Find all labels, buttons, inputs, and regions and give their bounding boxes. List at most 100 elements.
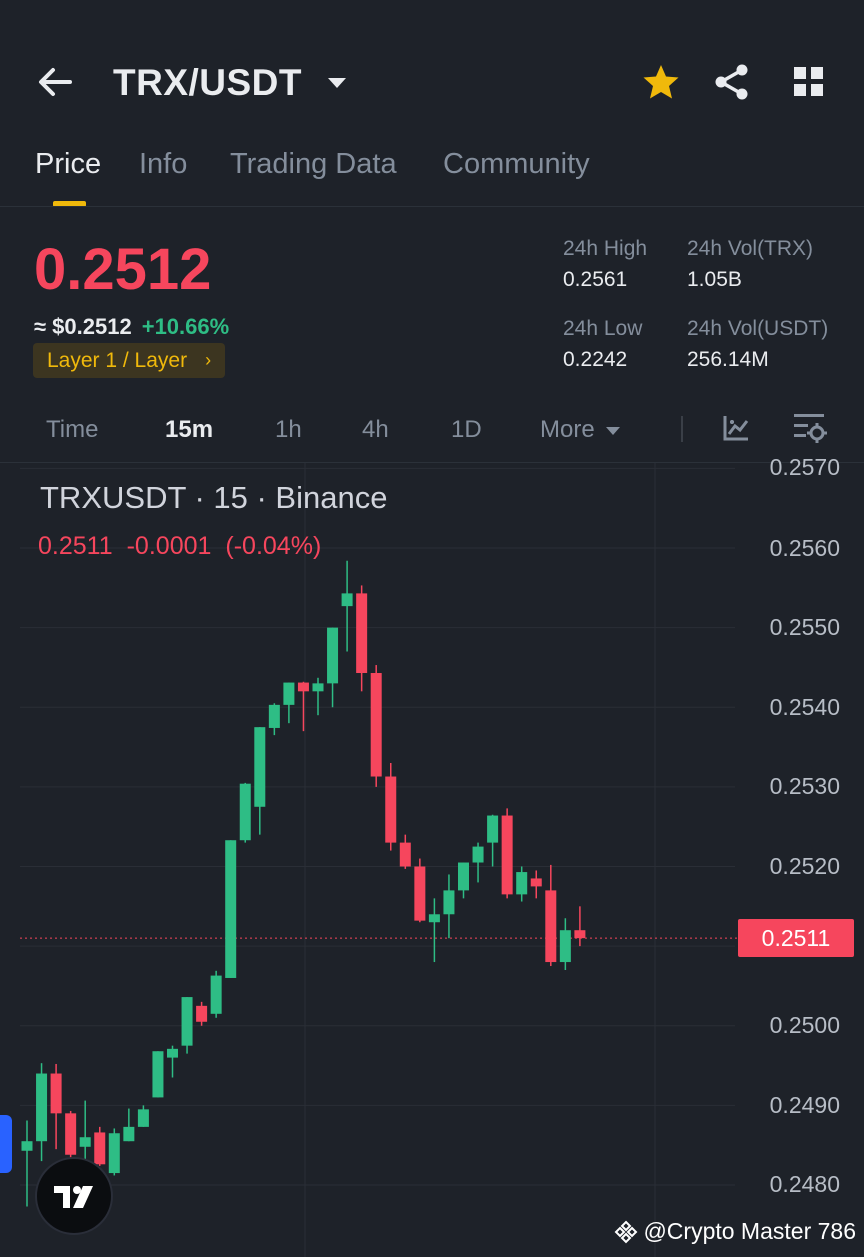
high-value: 0.2561 (563, 268, 628, 291)
y-tick-label: 0.2540 (769, 694, 840, 720)
candle-body (167, 1048, 178, 1058)
grid-menu-icon[interactable] (789, 62, 829, 102)
header-bar: TRX/USDT (0, 0, 864, 140)
tradingview-logo[interactable] (35, 1157, 113, 1235)
candle-body (21, 1141, 33, 1151)
share-icon[interactable] (712, 62, 752, 102)
candle-body (428, 914, 440, 923)
y-tick-label: 0.2550 (769, 614, 840, 640)
divider (0, 206, 864, 207)
candle-body (341, 593, 353, 607)
ohlc-change-percent: (-0.04%) (225, 532, 322, 560)
favorite-star-icon[interactable] (641, 62, 681, 102)
candle-body (327, 627, 339, 684)
candle-body (268, 704, 280, 728)
candle-body (196, 1005, 208, 1022)
timeframe-more-label: More (540, 416, 595, 443)
candle-body (501, 815, 513, 895)
candle-body (239, 783, 251, 841)
candle-body (65, 1113, 77, 1155)
candle-body (487, 815, 499, 843)
candle-body (225, 840, 237, 978)
usd-price: ≈ $0.2512 (34, 314, 132, 339)
candle-body (458, 862, 469, 891)
price-change-percent: +10.66% (141, 314, 230, 339)
ohlc-close: 0.2511 (38, 532, 113, 560)
candle-body (370, 673, 382, 777)
category-tag-label: Layer 1 / Layer (47, 348, 188, 372)
active-tab-indicator (53, 201, 86, 207)
y-tick-label: 0.2570 (769, 454, 840, 480)
chevron-right-icon: › (205, 350, 212, 370)
high-label: 24h High (563, 237, 648, 260)
last-price: 0.2512 (34, 237, 212, 302)
watermark: @Crypto Master 786 (613, 1218, 856, 1245)
candle-body (50, 1073, 62, 1114)
low-label: 24h Low (563, 317, 643, 340)
dropdown-caret-icon[interactable] (326, 72, 348, 94)
y-tick-label: 0.2480 (769, 1171, 840, 1197)
candle-body (297, 682, 309, 692)
tab-info[interactable]: Info (139, 148, 188, 180)
indicator-icon[interactable] (721, 413, 751, 443)
candle-body (108, 1133, 120, 1174)
usd-price-line: ≈ $0.2512 +10.66% (34, 314, 229, 340)
tab-trading-data[interactable]: Trading Data (230, 148, 397, 180)
category-tag[interactable]: Layer 1 / Layer › (33, 343, 226, 378)
vol-trx-value: 1.05B (687, 268, 742, 291)
timeframe-15m[interactable]: 15m (165, 416, 214, 443)
ohlc-readout: 0.2511 -0.0001 (-0.04%) (38, 532, 335, 561)
candle-body (312, 683, 324, 692)
candle-body (414, 866, 426, 921)
chart-settings-icon[interactable] (791, 411, 827, 445)
y-tick-label: 0.2490 (769, 1092, 840, 1118)
candle-body (94, 1132, 106, 1165)
timeframe-more[interactable]: More (540, 416, 621, 444)
vol-usdt-value: 256.14M (687, 348, 769, 371)
timeframe-4h[interactable]: 4h (362, 416, 389, 443)
pair-title[interactable]: TRX/USDT (113, 62, 302, 103)
candle-body (574, 930, 586, 939)
y-tick-label: 0.2560 (769, 535, 840, 561)
tab-community[interactable]: Community (443, 148, 590, 180)
y-tick-label: 0.2530 (769, 773, 840, 799)
tab-bar: Price Info Trading Data Community (0, 148, 864, 208)
toolbar-separator (681, 416, 683, 442)
chart-title: TRXUSDT · 15 · Binance (40, 480, 388, 515)
tab-price[interactable]: Price (35, 148, 102, 180)
candle-body (152, 1051, 164, 1098)
timeframe-1d[interactable]: 1D (451, 416, 482, 443)
back-arrow-icon[interactable] (34, 60, 78, 104)
watermark-text: @Crypto Master 786 (643, 1218, 856, 1244)
vol-usdt-label: 24h Vol(USDT) (687, 317, 829, 340)
candle-body (210, 975, 222, 1014)
ohlc-change: -0.0001 (126, 532, 212, 560)
candle-body (356, 593, 368, 674)
tradingview-logo-icon (54, 1186, 93, 1208)
y-tick-label: 0.2520 (769, 853, 840, 879)
candle-body (36, 1073, 48, 1142)
candle-body (137, 1109, 149, 1127)
side-panel-handle[interactable] (0, 1115, 12, 1173)
vol-trx-label: 24h Vol(TRX) (687, 237, 814, 260)
candle-body (385, 776, 397, 843)
candle-body (181, 997, 193, 1046)
candle-body (283, 682, 295, 705)
binance-logo-icon (615, 1220, 638, 1243)
candle-body (254, 727, 266, 807)
candle-body (516, 872, 528, 895)
candle-body (472, 846, 484, 863)
candle-body (399, 842, 411, 867)
candle-body (559, 930, 571, 963)
candle-body (545, 890, 557, 963)
timeframe-time[interactable]: Time (46, 416, 99, 443)
low-value: 0.2242 (563, 348, 628, 371)
more-caret-icon (606, 426, 621, 435)
candlestick-chart[interactable] (0, 463, 864, 1257)
timeframe-1h[interactable]: 1h (275, 416, 302, 443)
candle-body (530, 878, 542, 887)
candle-body (123, 1126, 135, 1142)
candle-body (443, 890, 455, 915)
y-tick-label: 0.2500 (769, 1012, 840, 1038)
current-price-label: 0.2511 (738, 919, 854, 957)
